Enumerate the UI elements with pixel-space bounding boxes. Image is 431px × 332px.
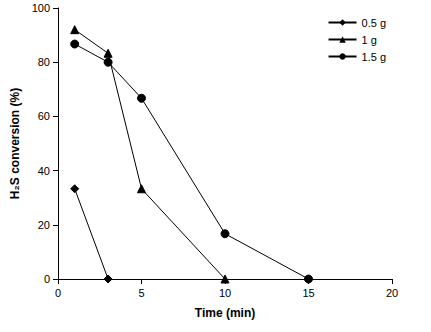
svg-text:Time (min): Time (min) <box>195 306 255 320</box>
svg-text:0.5 g: 0.5 g <box>362 17 386 29</box>
svg-text:20: 20 <box>386 287 398 299</box>
svg-text:60: 60 <box>38 110 50 122</box>
svg-text:80: 80 <box>38 56 50 68</box>
svg-text:5: 5 <box>138 287 144 299</box>
svg-text:15: 15 <box>302 287 314 299</box>
svg-text:0: 0 <box>44 273 50 285</box>
svg-text:40: 40 <box>38 165 50 177</box>
svg-text:0: 0 <box>55 287 61 299</box>
svg-text:1.5 g: 1.5 g <box>362 51 386 63</box>
svg-text:10: 10 <box>219 287 231 299</box>
svg-text:20: 20 <box>38 219 50 231</box>
svg-text:100: 100 <box>32 2 50 14</box>
svg-text:1 g: 1 g <box>362 34 377 46</box>
svg-text:H₂S conversion (%): H₂S conversion (%) <box>8 88 22 199</box>
